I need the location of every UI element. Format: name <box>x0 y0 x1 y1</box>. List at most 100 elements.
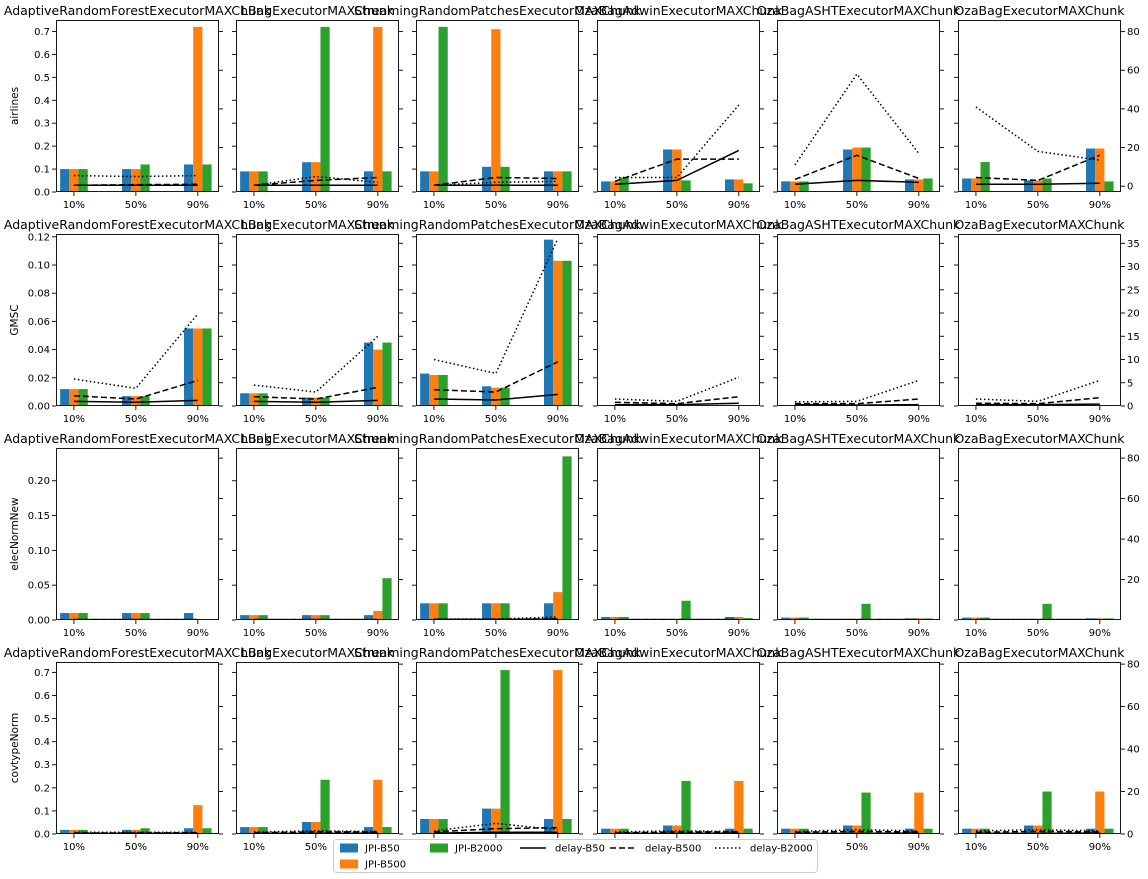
y-tick-label: 0.05 <box>28 581 50 592</box>
y-tick-label: 0.7 <box>34 668 50 679</box>
bar-JPI-B50-10% <box>601 181 611 192</box>
x-tick-label: 90% <box>728 414 750 425</box>
y2-tick-label: 5 <box>1127 378 1133 389</box>
bar-JPI-B500-50% <box>131 829 141 834</box>
panel-covtypeNorm-2: 10%50%90%StreamingRandomPatchesExecutorM… <box>354 645 641 853</box>
bar-JPI-B500-50% <box>131 613 141 620</box>
x-tick-label: 90% <box>908 414 930 425</box>
bar-JPI-B50-90% <box>1086 828 1096 834</box>
bar-JPI-B500-10% <box>429 603 439 620</box>
bar-JPI-B2000-50% <box>500 387 510 406</box>
y2-tick-label: 40 <box>1127 104 1140 115</box>
bar-JPI-B2000-10% <box>258 171 268 192</box>
bar-JPI-B2000-10% <box>438 603 448 620</box>
y-tick-label: 0.4 <box>34 737 50 748</box>
bar-JPI-B2000-90% <box>382 171 392 192</box>
panel-frame <box>958 448 1121 620</box>
panel-airlines-1: 10% 50% 90% LBagExecutorMAXChunk <box>232 3 403 211</box>
bar-JPI-B50-50% <box>1024 180 1034 192</box>
bar-JPI-B500-90% <box>553 670 563 834</box>
bar-JPI-B2000-50% <box>140 828 150 834</box>
bar-JPI-B500-90% <box>1095 791 1105 834</box>
line-delay-B2000 <box>253 175 378 186</box>
bar-JPI-B50-90% <box>544 171 554 192</box>
panel-title: OzaBagAdwinExecutorMAXChunk <box>575 431 784 446</box>
panel-title: StreamingRandomPatchesExecutorMAXChunk <box>354 3 641 18</box>
bar-JPI-B2000-90% <box>743 183 753 192</box>
bar-JPI-B50-10% <box>60 829 70 834</box>
bar-JPI-B2000-90% <box>202 164 212 192</box>
bar-JPI-B2000-10% <box>258 615 268 620</box>
x-tick-label: 10% <box>965 414 987 425</box>
panel-GMSC-3: 10% 50% 90% OzaBagAdwinExecutorMAXChunk <box>575 217 784 425</box>
x-tick-label: 50% <box>666 414 688 425</box>
panel-title: StreamingRandomPatchesExecutorMAXChunk <box>354 645 641 660</box>
y-tick-label: 0.10 <box>28 546 50 557</box>
y-tick-label: 0.1 <box>34 806 50 817</box>
bar-JPI-B2000-10% <box>980 617 990 620</box>
line-delay-B2000 <box>975 828 1100 832</box>
x-tick-label: 50% <box>125 842 147 853</box>
line-delay-B2000 <box>433 822 558 832</box>
bar-JPI-B2000-90% <box>1104 828 1114 834</box>
bar-JPI-B2000-90% <box>923 828 933 834</box>
bar-JPI-B500-10% <box>69 389 79 406</box>
bar-JPI-B50-90% <box>725 179 735 192</box>
panel-frame <box>597 234 760 406</box>
bar-JPI-B2000-90% <box>743 617 753 620</box>
x-tick-label: 90% <box>1089 628 1111 639</box>
y2-tick-label: 80 <box>1127 660 1140 671</box>
bar-JPI-B50-50% <box>663 825 673 834</box>
row-label-covtypeNorm: covtypeNorm <box>9 713 21 784</box>
panel-title: OzaBagASHTExecutorMAXChunk <box>757 3 961 18</box>
bar-JPI-B500-90% <box>734 780 744 834</box>
bar-JPI-B2000-10% <box>980 162 990 192</box>
line-delay-B500 <box>433 176 558 186</box>
panel-title: OzaBagExecutorMAXChunk <box>954 431 1125 446</box>
bar-JPI-B500-50% <box>672 825 682 834</box>
bar-JPI-B500-10% <box>249 827 259 834</box>
y2-tick-label: 60 <box>1127 494 1140 505</box>
x-tick-label: 10% <box>784 200 806 211</box>
bar-JPI-B500-50% <box>311 162 321 192</box>
panel-GMSC-5: 10% 50% 90% 0 5 10 15 20 25 30 35OzaBagExecutorMAX… <box>954 217 1140 425</box>
bar-JPI-B2000-10% <box>258 393 268 406</box>
line-delay-B50 <box>794 179 919 186</box>
y2-tick-label: 0 <box>1127 402 1133 413</box>
bar-JPI-B2000-90% <box>382 578 392 620</box>
panel-title: AdaptiveRandomForestExecutorMAXChunk <box>4 645 272 660</box>
bar-JPI-B2000-90% <box>562 456 572 620</box>
bar-JPI-B50-50% <box>482 166 492 192</box>
bar-JPI-B2000-50% <box>681 780 691 834</box>
bar-JPI-B50-10% <box>60 389 70 406</box>
x-tick-label: 10% <box>965 842 987 853</box>
x-tick-label: 90% <box>547 414 569 425</box>
bar-JPI-B500-10% <box>971 617 981 620</box>
bar-JPI-B2000-50% <box>320 779 330 834</box>
x-tick-label: 50% <box>305 842 327 853</box>
x-tick-label: 50% <box>305 628 327 639</box>
y-tick-label: 0.5 <box>34 714 50 725</box>
y-tick-label: 0.10 <box>28 261 50 272</box>
x-tick-label: 90% <box>728 200 750 211</box>
bar-JPI-B50-10% <box>962 828 972 834</box>
y-tick-label: 0.2 <box>34 142 50 153</box>
y2-tick-label: 35 <box>1127 239 1140 250</box>
bar-JPI-B50-50% <box>122 169 132 192</box>
bar-JPI-B2000-10% <box>438 26 448 192</box>
panel-title: StreamingRandomPatchesExecutorMAXChunk <box>354 431 641 446</box>
x-tick-label: 50% <box>1027 200 1049 211</box>
bar-JPI-B2000-90% <box>743 828 753 834</box>
line-delay-B50 <box>73 399 198 404</box>
bar-JPI-B500-10% <box>249 171 259 192</box>
bar-JPI-B2000-50% <box>500 603 510 620</box>
panel-title: OzaBagASHTExecutorMAXChunk <box>757 431 961 446</box>
line-delay-B500 <box>794 398 919 405</box>
bar-JPI-B500-50% <box>131 169 141 192</box>
line-delay-B2000 <box>614 830 739 833</box>
x-tick-label: 50% <box>1027 842 1049 853</box>
bar-JPI-B500-50% <box>672 149 682 192</box>
line-delay-B500 <box>794 154 920 181</box>
panel-frame <box>597 448 760 620</box>
